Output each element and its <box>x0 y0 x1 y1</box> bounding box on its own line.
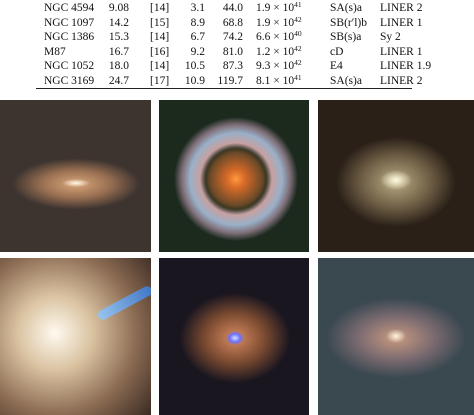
table-cell: [15] <box>150 16 170 29</box>
table-cell: NGC 1097 <box>44 16 95 29</box>
table-cell: 1.9 × 1042 <box>256 14 302 30</box>
table-cell: E4 <box>330 60 343 72</box>
table-cell: 9.2 <box>190 45 205 58</box>
cell-mantissa: 6.6 × 10 <box>256 31 295 43</box>
table-cell: 68.8 <box>222 16 243 29</box>
table-cell: NGC 4594 <box>44 2 95 14</box>
galaxy-image <box>318 100 474 252</box>
cell-mantissa: 1.9 × 10 <box>256 16 295 29</box>
cell-mantissa: 8.1 × 10 <box>256 74 295 87</box>
table-cell: 8.1 × 1041 <box>256 72 302 88</box>
table-cell: 3.1 <box>190 2 205 14</box>
cell-exponent: 41 <box>294 72 302 82</box>
table-cell: 1.9 × 1041 <box>256 1 302 15</box>
table-cell: 6.6 × 1040 <box>256 30 302 44</box>
table-cell: 10.5 <box>184 60 205 72</box>
cell-mantissa: 1.2 × 10 <box>256 45 295 58</box>
galaxy-image <box>159 100 309 252</box>
table-rule <box>36 88 412 90</box>
table-cell: 14.2 <box>108 16 129 29</box>
cell-exponent: 41 <box>294 0 302 9</box>
table-cell: M87 <box>44 45 66 58</box>
cell-exponent: 42 <box>294 43 302 53</box>
table-cell: 81.0 <box>222 45 243 58</box>
table-cell: 9.08 <box>108 2 129 14</box>
cell-exponent: 40 <box>294 29 302 38</box>
table-cell: LINER 2 <box>380 74 423 87</box>
table-cell: LINER 2 <box>380 2 423 14</box>
table-cell: 119.7 <box>217 74 243 87</box>
table-cell: 16.7 <box>108 45 129 58</box>
table-cell: [17] <box>150 74 170 87</box>
table-cell: SB(r′l)b <box>330 16 368 29</box>
cell-exponent: 42 <box>294 14 302 24</box>
galaxy-image <box>159 258 309 415</box>
table-cell: 44.0 <box>222 2 243 14</box>
table-cell: [14] <box>150 60 170 72</box>
table-cell: cD <box>330 45 344 58</box>
table-cell: 8.9 <box>190 16 205 29</box>
table-cell: 10.9 <box>184 74 205 87</box>
galaxy-image <box>0 258 151 415</box>
table-cell: 18.0 <box>108 60 129 72</box>
cell-mantissa: 1.9 × 10 <box>256 2 295 14</box>
galaxy-image <box>0 100 151 252</box>
table-cell: [14] <box>150 31 170 43</box>
galaxy-image <box>318 258 474 415</box>
table-cell: NGC 1052 <box>44 60 95 72</box>
table-cell: 6.7 <box>190 31 205 43</box>
table-cell: LINER 1 <box>380 16 423 29</box>
table-cell: SA(s)a <box>330 2 362 14</box>
table-cell: 24.7 <box>108 74 129 87</box>
cell-exponent: 42 <box>294 58 302 67</box>
table-cell: [16] <box>150 45 170 58</box>
table-cell: 87.3 <box>222 60 243 72</box>
table-cell: SA(s)a <box>330 74 362 87</box>
table-cell: 9.3 × 1042 <box>256 59 302 73</box>
table-cell: LINER 1 <box>380 45 423 58</box>
table-cell: LINER 1.9 <box>380 60 432 72</box>
table-cell: 1.2 × 1042 <box>256 43 302 59</box>
table-cell: SB(s)a <box>330 31 362 43</box>
table-cell: [14] <box>150 2 170 14</box>
table-cell: NGC 1386 <box>44 31 95 43</box>
table-cell: 15.3 <box>108 31 129 43</box>
table-cell: 74.2 <box>222 31 243 43</box>
table-cell: Sy 2 <box>380 31 401 43</box>
table-cell: NGC 3169 <box>44 74 95 87</box>
cell-mantissa: 9.3 × 10 <box>256 60 295 72</box>
